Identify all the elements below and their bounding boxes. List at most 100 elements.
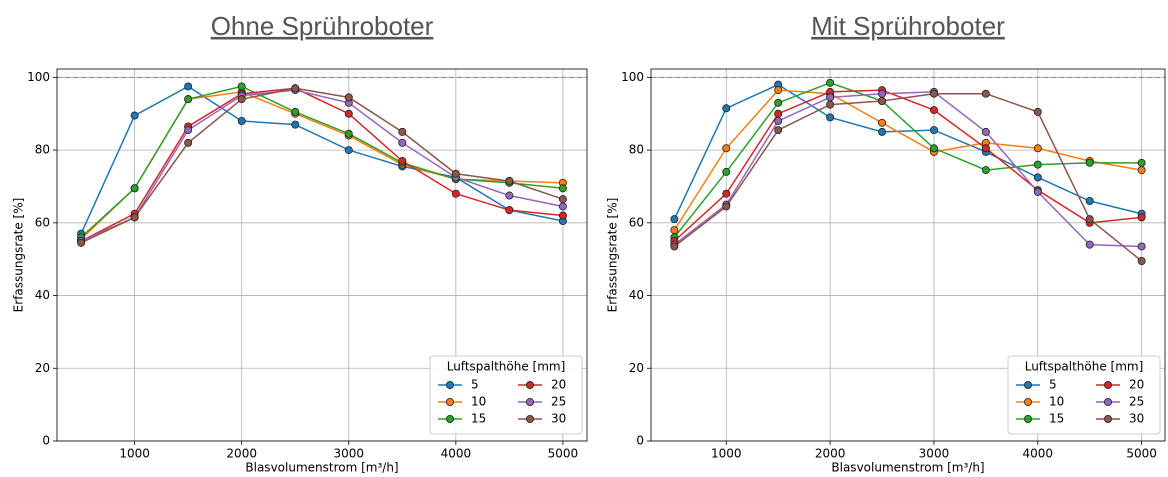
data-point [184, 95, 193, 104]
y-axis-label: Erfassungsrate [%] [606, 198, 620, 313]
data-point [722, 202, 731, 211]
legend-label: 20 [1129, 378, 1144, 392]
data-point [929, 126, 938, 135]
data-point [344, 129, 353, 138]
chart-title: Ohne Sprühroboter [211, 11, 434, 41]
data-point [344, 146, 353, 155]
legend: Luftspalthöhe [mm] 5 10 15 20 25 30 [429, 355, 583, 435]
legend-marker [526, 414, 535, 423]
series-line [673, 91, 1142, 248]
data-point [237, 95, 246, 104]
x-tick-label: 4000 [1023, 447, 1054, 461]
data-point [130, 184, 139, 193]
data-point [722, 104, 731, 113]
data-point [670, 242, 679, 251]
data-point [878, 118, 887, 127]
legend-marker [445, 397, 454, 406]
y-tick-label: 80 [629, 143, 644, 157]
data-point [878, 89, 887, 98]
series-line [80, 87, 563, 242]
x-tick-label: 5000 [1126, 447, 1157, 461]
legend-marker [445, 380, 454, 389]
legend-marker [1104, 414, 1113, 423]
y-tick-label: 40 [35, 288, 50, 302]
legend-marker [1104, 380, 1113, 389]
legend-marker [526, 397, 535, 406]
series-line [673, 83, 1142, 220]
y-tick-label: 40 [629, 288, 644, 302]
legend-marker [1024, 414, 1033, 423]
legend-label: 10 [471, 395, 486, 409]
data-point [291, 107, 300, 116]
legend-label: 15 [471, 412, 486, 426]
data-point [130, 213, 139, 222]
y-tick-label: 60 [629, 215, 644, 229]
data-point [929, 144, 938, 153]
y-tick-label: 100 [621, 70, 644, 84]
data-point [130, 111, 139, 120]
data-point [1033, 173, 1042, 182]
data-point [505, 206, 514, 215]
x-tick-label: 3000 [333, 447, 364, 461]
x-tick-label: 4000 [441, 447, 472, 461]
data-point [505, 176, 514, 185]
legend-title: Luftspalthöhe [mm] [447, 360, 566, 374]
legend-marker [1104, 397, 1113, 406]
data-point [1033, 160, 1042, 169]
data-point [558, 202, 567, 211]
data-point [981, 166, 990, 175]
y-tick-label: 0 [636, 434, 644, 448]
data-point [237, 82, 246, 91]
data-point [670, 226, 679, 235]
data-point [878, 127, 887, 136]
data-point [1137, 166, 1146, 175]
x-tick-label: 2000 [815, 447, 846, 461]
legend-marker [445, 414, 454, 423]
x-axis-label: Blasvolumenstrom [m³/h] [245, 461, 398, 475]
legend-marker [1024, 397, 1033, 406]
data-point [291, 120, 300, 129]
data-point [774, 126, 783, 135]
legend-label: 10 [1049, 395, 1064, 409]
data-point [878, 97, 887, 106]
x-tick-label: 1000 [119, 447, 150, 461]
data-point [1085, 215, 1094, 224]
data-point [398, 127, 407, 136]
data-point [981, 127, 990, 136]
data-point [1085, 240, 1094, 249]
data-point [398, 156, 407, 165]
data-point [558, 195, 567, 204]
data-point [344, 109, 353, 118]
data-point [722, 144, 731, 153]
data-point [826, 113, 835, 122]
data-point [184, 126, 193, 135]
data-point [826, 78, 835, 87]
x-tick-label: 3000 [919, 447, 950, 461]
series-line [673, 89, 1142, 231]
x-tick-label: 2000 [226, 447, 257, 461]
data-point [1033, 144, 1042, 153]
data-point [558, 184, 567, 193]
data-point [398, 138, 407, 147]
data-point [722, 167, 731, 176]
data-point [774, 109, 783, 118]
legend-marker [1024, 380, 1033, 389]
data-point [774, 86, 783, 95]
legend-label: 5 [471, 378, 479, 392]
plot-frame [650, 68, 1166, 442]
data-point [981, 144, 990, 153]
series-line [673, 89, 1142, 242]
data-point [826, 100, 835, 109]
data-point [184, 82, 193, 91]
data-point [77, 238, 86, 247]
legend-label: 25 [551, 395, 566, 409]
data-point [451, 189, 460, 198]
series-line [80, 85, 563, 238]
data-point [670, 215, 679, 224]
data-point [451, 169, 460, 178]
y-tick-label: 20 [629, 361, 644, 375]
legend-label: 20 [551, 378, 566, 392]
y-tick-label: 60 [35, 215, 50, 229]
data-point [344, 93, 353, 102]
data-point [1085, 158, 1094, 167]
